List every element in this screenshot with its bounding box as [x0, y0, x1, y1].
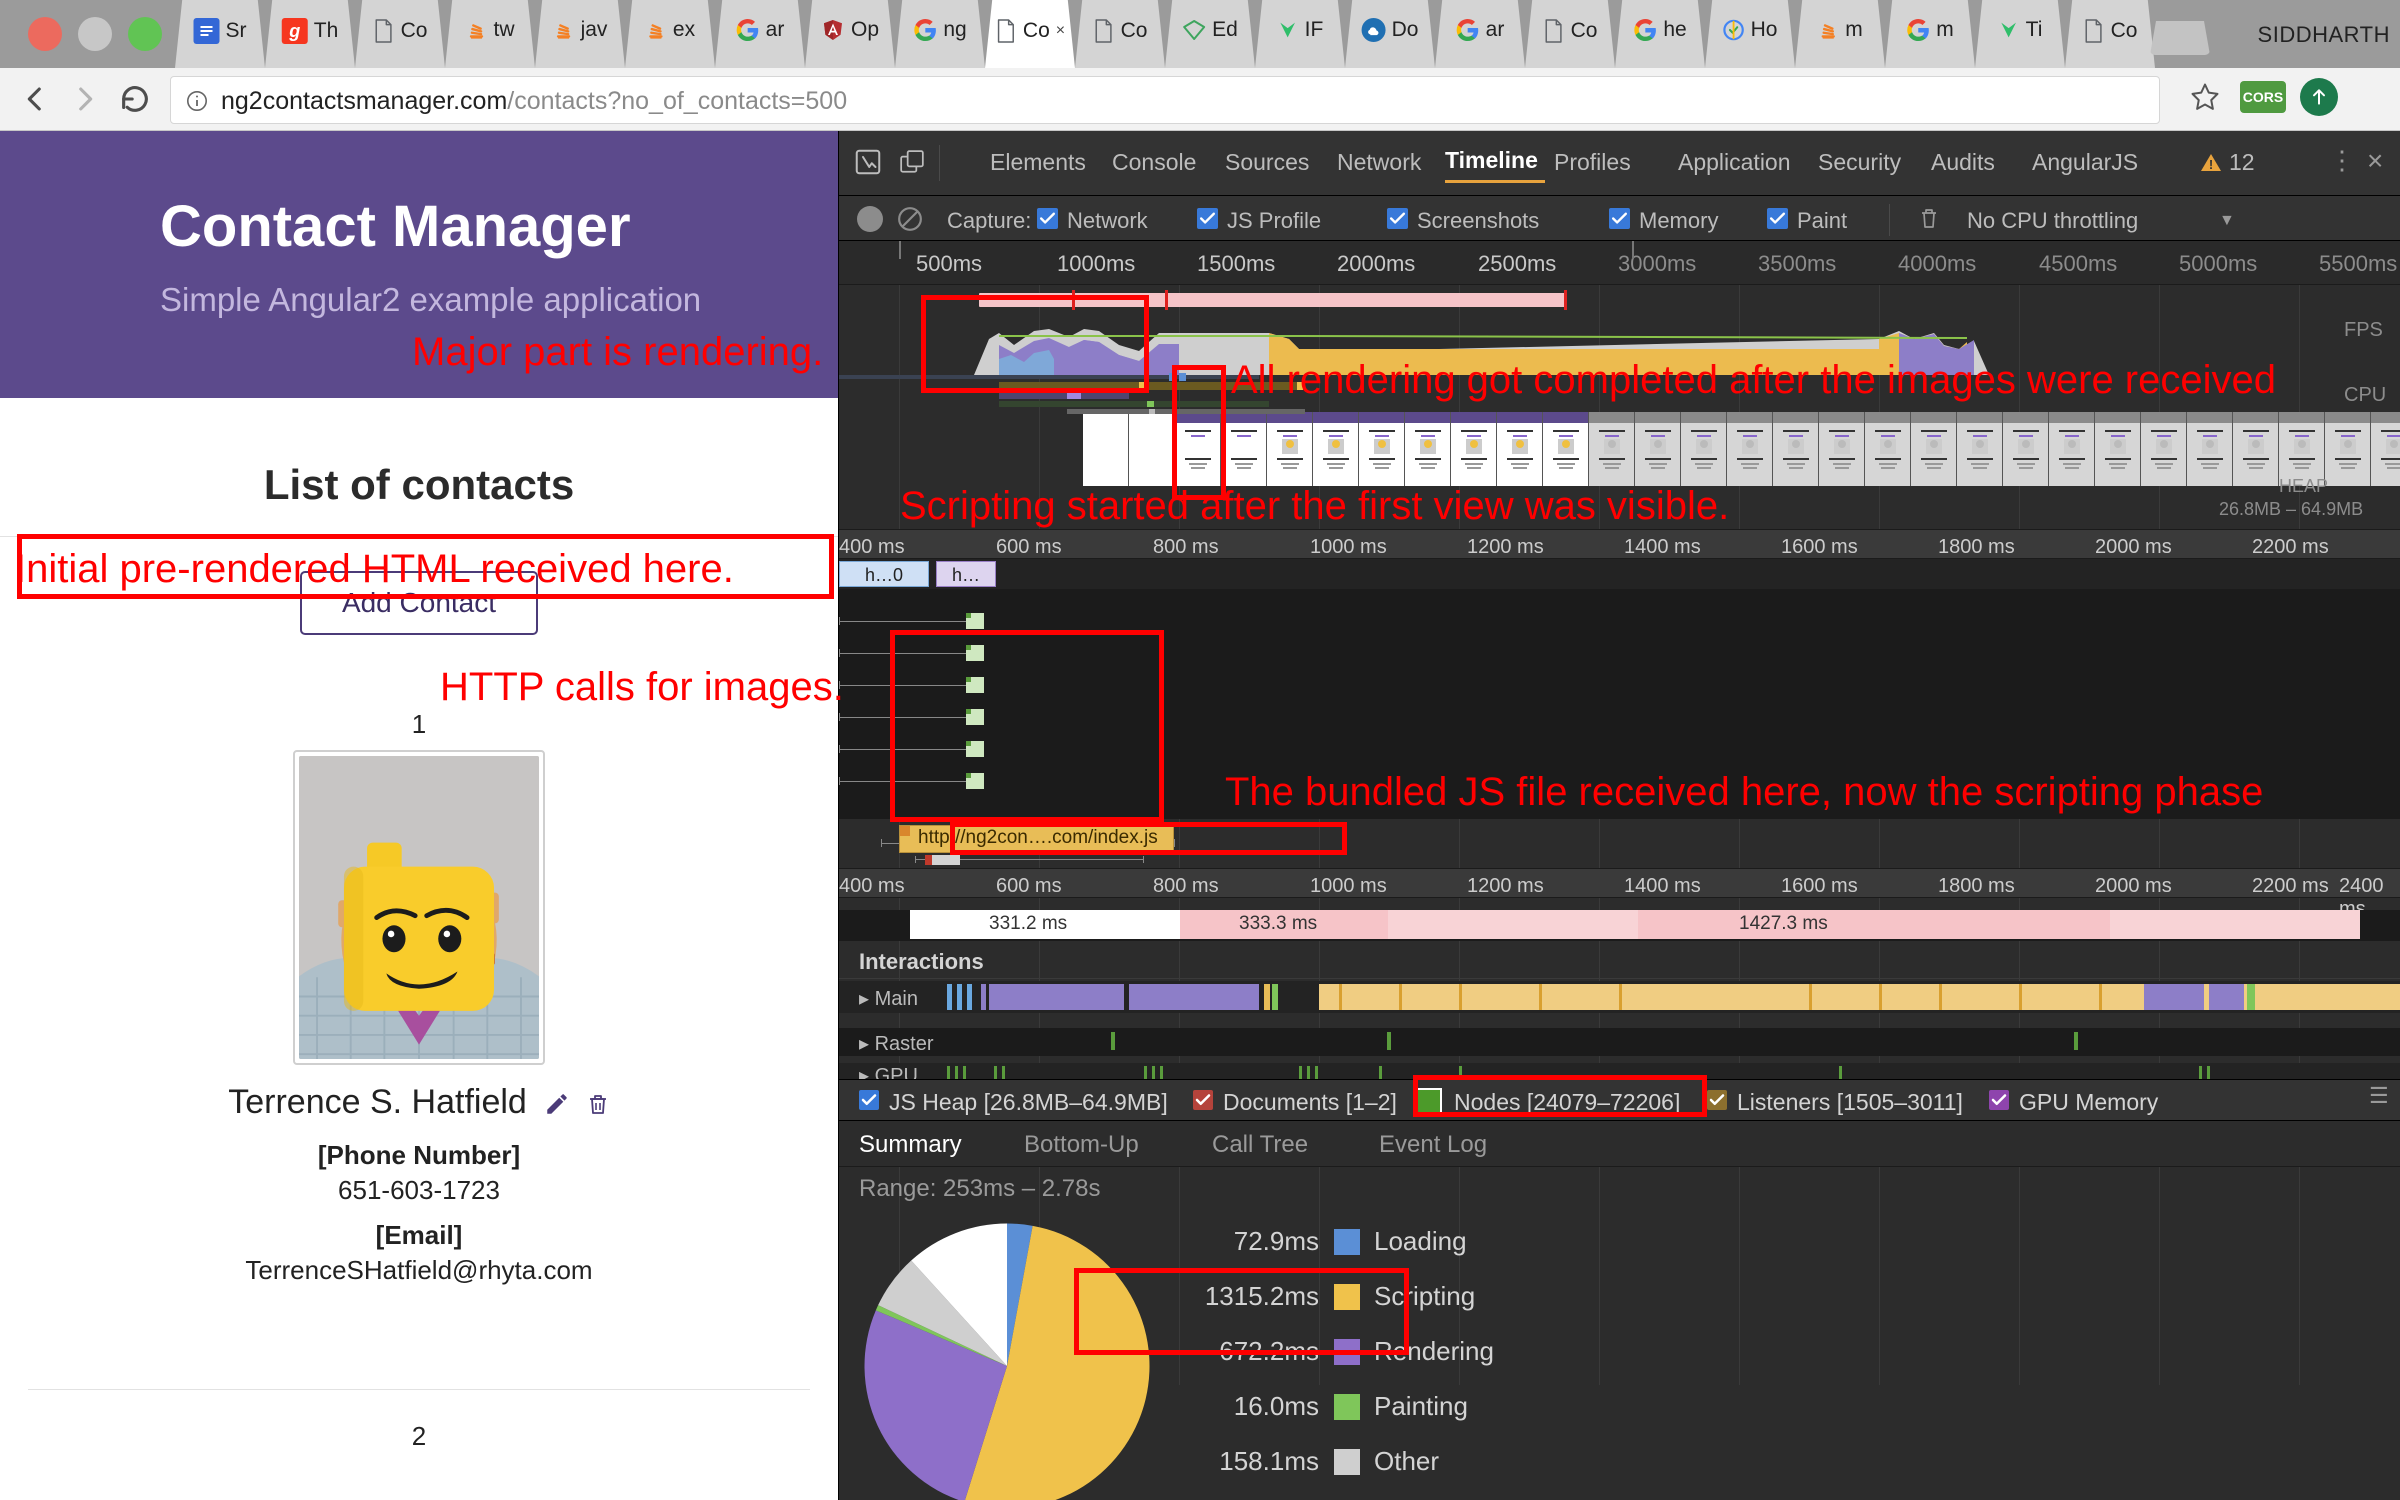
- svg-text:!: !: [2209, 157, 2213, 172]
